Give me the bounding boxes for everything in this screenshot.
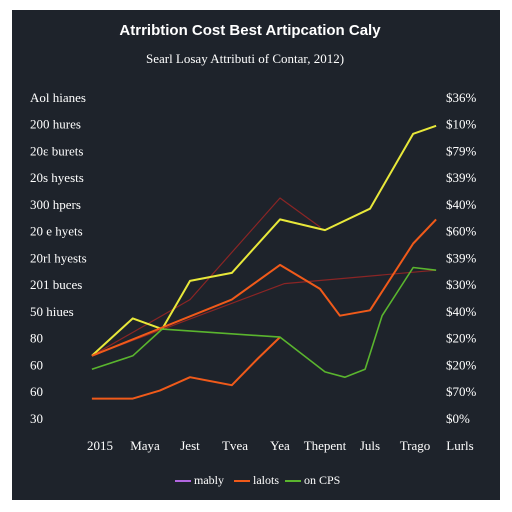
y-tick-label: 200 hures: [30, 117, 81, 132]
series-line: [91, 197, 321, 357]
y-tick-label: 20ε burets: [30, 143, 83, 158]
series-line: [91, 218, 437, 357]
y2-tick-label: $36%: [446, 90, 477, 105]
x-tick-label: Jest: [180, 438, 200, 453]
series-line: [91, 269, 437, 357]
y2-tick-label: $60%: [446, 224, 477, 239]
y2-tick-label: $70%: [446, 384, 477, 399]
y2-tick-label: $20%: [446, 331, 477, 346]
y2-tick-label: $39%: [446, 250, 477, 265]
y2-tick-label: $39%: [446, 170, 477, 185]
x-tick-label: Thepent: [304, 438, 347, 453]
legend-label: on CPS: [304, 473, 340, 487]
series-line: [91, 124, 437, 357]
series-line: [91, 336, 281, 400]
y-tick-label: 30: [30, 411, 43, 426]
legend-label: mably: [194, 473, 224, 487]
y2-tick-label: $30%: [446, 277, 477, 292]
y-tick-label: 20s hyests: [30, 170, 84, 185]
y-tick-label: 60: [30, 384, 43, 399]
y-tick-label: 20 e hyets: [30, 224, 83, 239]
y2-tick-label: $10%: [446, 117, 477, 132]
y-tick-label: 20rl hyests: [30, 250, 87, 265]
y-tick-label: Aol hianes: [30, 90, 86, 105]
y-tick-label: 50 hiues: [30, 304, 74, 319]
chart-subtitle: Searl Losay Attributi of Contar, 2012): [146, 51, 344, 66]
y2-tick-label: $0%: [446, 411, 470, 426]
y2-tick-label: $79%: [446, 143, 477, 158]
series-line: [91, 266, 437, 378]
chart-background: [12, 10, 500, 500]
x-tick-label: Trago: [400, 438, 431, 453]
x-tick-label: Tvea: [222, 438, 248, 453]
x-tick-label: Maya: [130, 438, 160, 453]
chart-title: Atrribtion Cost Best Artipcation Caly: [119, 22, 381, 39]
y-tick-label: 300 hpers: [30, 197, 81, 212]
x-tick-label: Juls: [360, 438, 380, 453]
x-tick-label: Lurls: [446, 438, 473, 453]
y2-tick-label: $40%: [446, 304, 477, 319]
y-tick-label: 201 buces: [30, 277, 82, 292]
x-tick-label: Yea: [270, 438, 290, 453]
x-tick-label: 2015: [87, 438, 113, 453]
y2-tick-label: $20%: [446, 357, 477, 372]
y-tick-label: 80: [30, 331, 43, 346]
legend-label: lalots: [253, 473, 279, 487]
y2-tick-label: $40%: [446, 197, 477, 212]
y-tick-label: 60: [30, 357, 43, 372]
